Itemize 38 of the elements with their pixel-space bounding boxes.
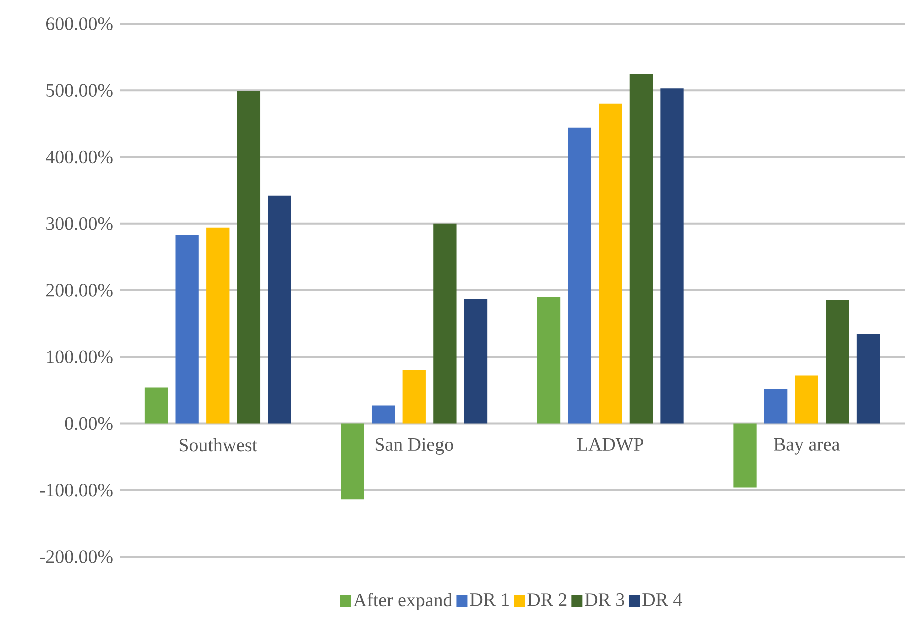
y-tick-label: -100.00% <box>40 484 113 497</box>
x-tick-label: LADWP <box>578 438 644 452</box>
bar <box>268 196 292 424</box>
x-tick-label: Bay area <box>774 438 840 455</box>
bar <box>434 224 457 424</box>
y-tick-label: 400.00% <box>46 150 113 164</box>
bar <box>341 424 364 500</box>
bar <box>237 91 261 424</box>
legend-label: DR 1 <box>470 594 510 606</box>
bar <box>206 228 230 424</box>
bar <box>826 300 850 424</box>
bar <box>176 235 199 424</box>
x-tick-label: Southwest <box>180 438 258 452</box>
y-tick-label: 200.00% <box>46 284 113 297</box>
bar <box>660 88 684 424</box>
bar <box>599 104 622 424</box>
bar <box>372 406 396 424</box>
legend-label: After expand <box>354 593 452 611</box>
bar <box>734 424 757 488</box>
legend-label: DR 4 <box>642 594 682 606</box>
bar <box>144 388 168 424</box>
y-tick-label: 300.00% <box>46 217 113 230</box>
y-tick-label: -200.00% <box>40 550 113 564</box>
bar <box>630 74 654 424</box>
x-tick-label: San Diego <box>376 438 454 455</box>
y-tick-label: 0.00% <box>65 417 113 430</box>
y-tick-label: 500.00% <box>46 84 113 98</box>
bar <box>795 376 818 424</box>
y-tick-label: 100.00% <box>47 350 113 364</box>
bar <box>402 370 426 424</box>
bar <box>856 334 880 424</box>
legend-label: DR 2 <box>528 594 567 606</box>
bar <box>764 389 788 424</box>
legend-label: DR 3 <box>585 594 624 606</box>
bar <box>537 297 561 424</box>
bar <box>464 299 488 424</box>
y-tick-label: 600.00% <box>46 18 113 30</box>
bar <box>568 128 592 424</box>
